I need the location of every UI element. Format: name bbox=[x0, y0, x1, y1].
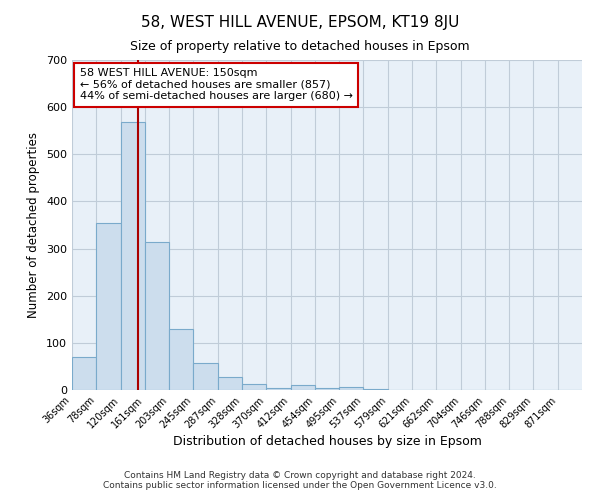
Bar bbox=[145, 242, 169, 390]
Bar bbox=[218, 378, 242, 390]
Bar bbox=[169, 328, 193, 390]
Bar bbox=[72, 357, 96, 390]
Y-axis label: Number of detached properties: Number of detached properties bbox=[28, 132, 40, 318]
Text: Contains HM Land Registry data © Crown copyright and database right 2024.
Contai: Contains HM Land Registry data © Crown c… bbox=[103, 470, 497, 490]
Text: Size of property relative to detached houses in Epsom: Size of property relative to detached ho… bbox=[130, 40, 470, 53]
Text: 58, WEST HILL AVENUE, EPSOM, KT19 8JU: 58, WEST HILL AVENUE, EPSOM, KT19 8JU bbox=[141, 15, 459, 30]
Bar bbox=[290, 386, 315, 390]
Bar bbox=[266, 388, 290, 390]
Bar bbox=[96, 222, 121, 390]
Bar bbox=[364, 388, 388, 390]
Bar bbox=[121, 122, 145, 390]
Bar bbox=[193, 362, 218, 390]
Text: 58 WEST HILL AVENUE: 150sqm
← 56% of detached houses are smaller (857)
44% of se: 58 WEST HILL AVENUE: 150sqm ← 56% of det… bbox=[80, 68, 353, 102]
Bar bbox=[315, 388, 339, 390]
Bar bbox=[242, 384, 266, 390]
Bar bbox=[339, 386, 364, 390]
X-axis label: Distribution of detached houses by size in Epsom: Distribution of detached houses by size … bbox=[173, 436, 481, 448]
